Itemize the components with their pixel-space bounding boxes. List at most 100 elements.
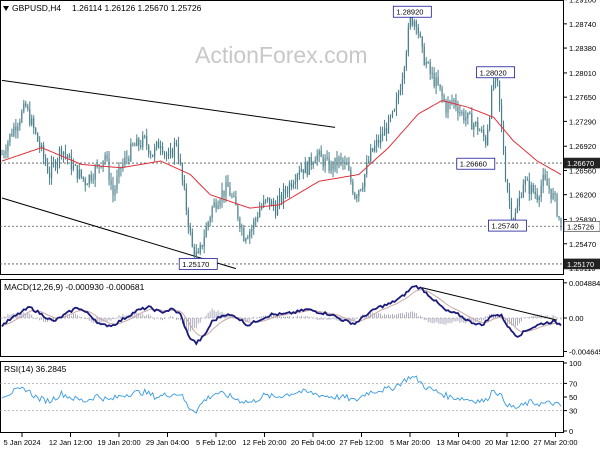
time-tick-label: 20 Mar 12:00 [485, 438, 529, 447]
candle-body [187, 210, 189, 228]
price-tag-box [563, 258, 600, 270]
candle-body [383, 127, 386, 136]
price-tick-label: 1.29100 [569, 0, 596, 5]
candle-body [136, 138, 138, 147]
candle-body [510, 201, 513, 219]
rsi-tick-label: 70 [569, 379, 577, 388]
channel-trendline [1, 79, 336, 128]
candle-body [48, 172, 51, 178]
candle-body [354, 193, 356, 199]
candle-body [90, 174, 92, 181]
candle-body [360, 189, 362, 191]
watermark: ActionForex.com [195, 42, 368, 68]
candle-body [524, 179, 526, 185]
candle-body [425, 62, 427, 65]
level-label-text: 1.25170 [182, 260, 209, 269]
candle-body [171, 149, 174, 158]
candle-body [138, 138, 140, 146]
candle-body [310, 157, 312, 166]
candle-body [427, 62, 429, 64]
candle-body [534, 191, 536, 195]
level-label-box [178, 258, 218, 270]
price-tick-label: 1.25470 [569, 240, 596, 249]
candle-body [320, 151, 322, 157]
candle-body [518, 197, 520, 206]
candle-body [475, 121, 477, 125]
candle-body [423, 46, 425, 65]
candle-body [146, 135, 148, 146]
candle-body [413, 21, 415, 26]
candle-body [411, 15, 413, 26]
candle-body [391, 111, 394, 117]
candle-body [274, 206, 277, 216]
candle-body [52, 161, 55, 164]
candle-body [231, 195, 233, 197]
macd-trendline [422, 287, 558, 321]
candle-body [110, 180, 112, 185]
candle-body [504, 153, 507, 181]
candle-body [185, 187, 187, 211]
candle-body [477, 121, 479, 131]
price-tick-label: 1.26920 [569, 142, 596, 151]
macd-tick-label: 0.004884 [569, 279, 600, 288]
level-label-box [476, 66, 515, 79]
symbol-label: GBPUSD,H4 [12, 3, 61, 13]
candle-body [502, 124, 505, 154]
level-label-box [456, 157, 496, 170]
candle-body [387, 116, 390, 134]
price-panel-frame [0, 0, 564, 275]
candle-body [17, 126, 19, 131]
candle-body [78, 169, 80, 179]
candle-body [134, 144, 136, 147]
candle-body [481, 130, 483, 131]
candle-body [415, 21, 417, 28]
candle-body [253, 220, 255, 229]
candle-body [479, 130, 481, 132]
candle-body [9, 134, 11, 143]
candle-body [62, 151, 65, 155]
candle-body [150, 153, 152, 155]
rsi-tick-label: 50 [569, 393, 577, 402]
candle-body [334, 157, 336, 170]
candle-body [278, 194, 281, 202]
candle-body [540, 186, 542, 198]
candle-body [177, 144, 180, 160]
candle-body [542, 174, 544, 187]
price-tick-label: 1.27650 [569, 93, 596, 102]
candle-body [417, 27, 419, 34]
candle-body [322, 156, 324, 167]
candle-body [23, 103, 25, 112]
candle-body [473, 124, 475, 130]
candle-body [249, 231, 251, 238]
price-horizontal-lines [0, 162, 563, 265]
candle-body [142, 135, 144, 148]
candle-body [118, 167, 120, 177]
candle-body [522, 184, 524, 198]
candle-body [257, 216, 259, 219]
candle-body [318, 151, 320, 156]
candle-body [447, 102, 449, 113]
time-tick-label: 13 Mar 04:00 [436, 438, 480, 447]
candle-body [148, 145, 150, 154]
candle-body [457, 106, 459, 114]
candle-body [306, 162, 308, 175]
candle-body [7, 142, 9, 152]
candle-body [80, 169, 82, 177]
candle-body [461, 112, 463, 113]
macd-signal-line [1, 288, 562, 337]
candle-body [124, 157, 126, 164]
candle-body [152, 154, 154, 157]
candle-body [213, 202, 215, 208]
candle-body [552, 192, 554, 199]
candle-body [245, 238, 247, 242]
candle-body [376, 139, 378, 146]
candle-body [302, 169, 304, 174]
collapse-triangle-icon[interactable] [3, 6, 9, 11]
macd-line [1, 284, 562, 346]
candle-body [265, 199, 267, 201]
candle-body [300, 169, 302, 172]
candle-body [514, 212, 517, 226]
candle-body [407, 27, 409, 53]
candle-body [84, 179, 86, 186]
candle-body [489, 117, 491, 130]
